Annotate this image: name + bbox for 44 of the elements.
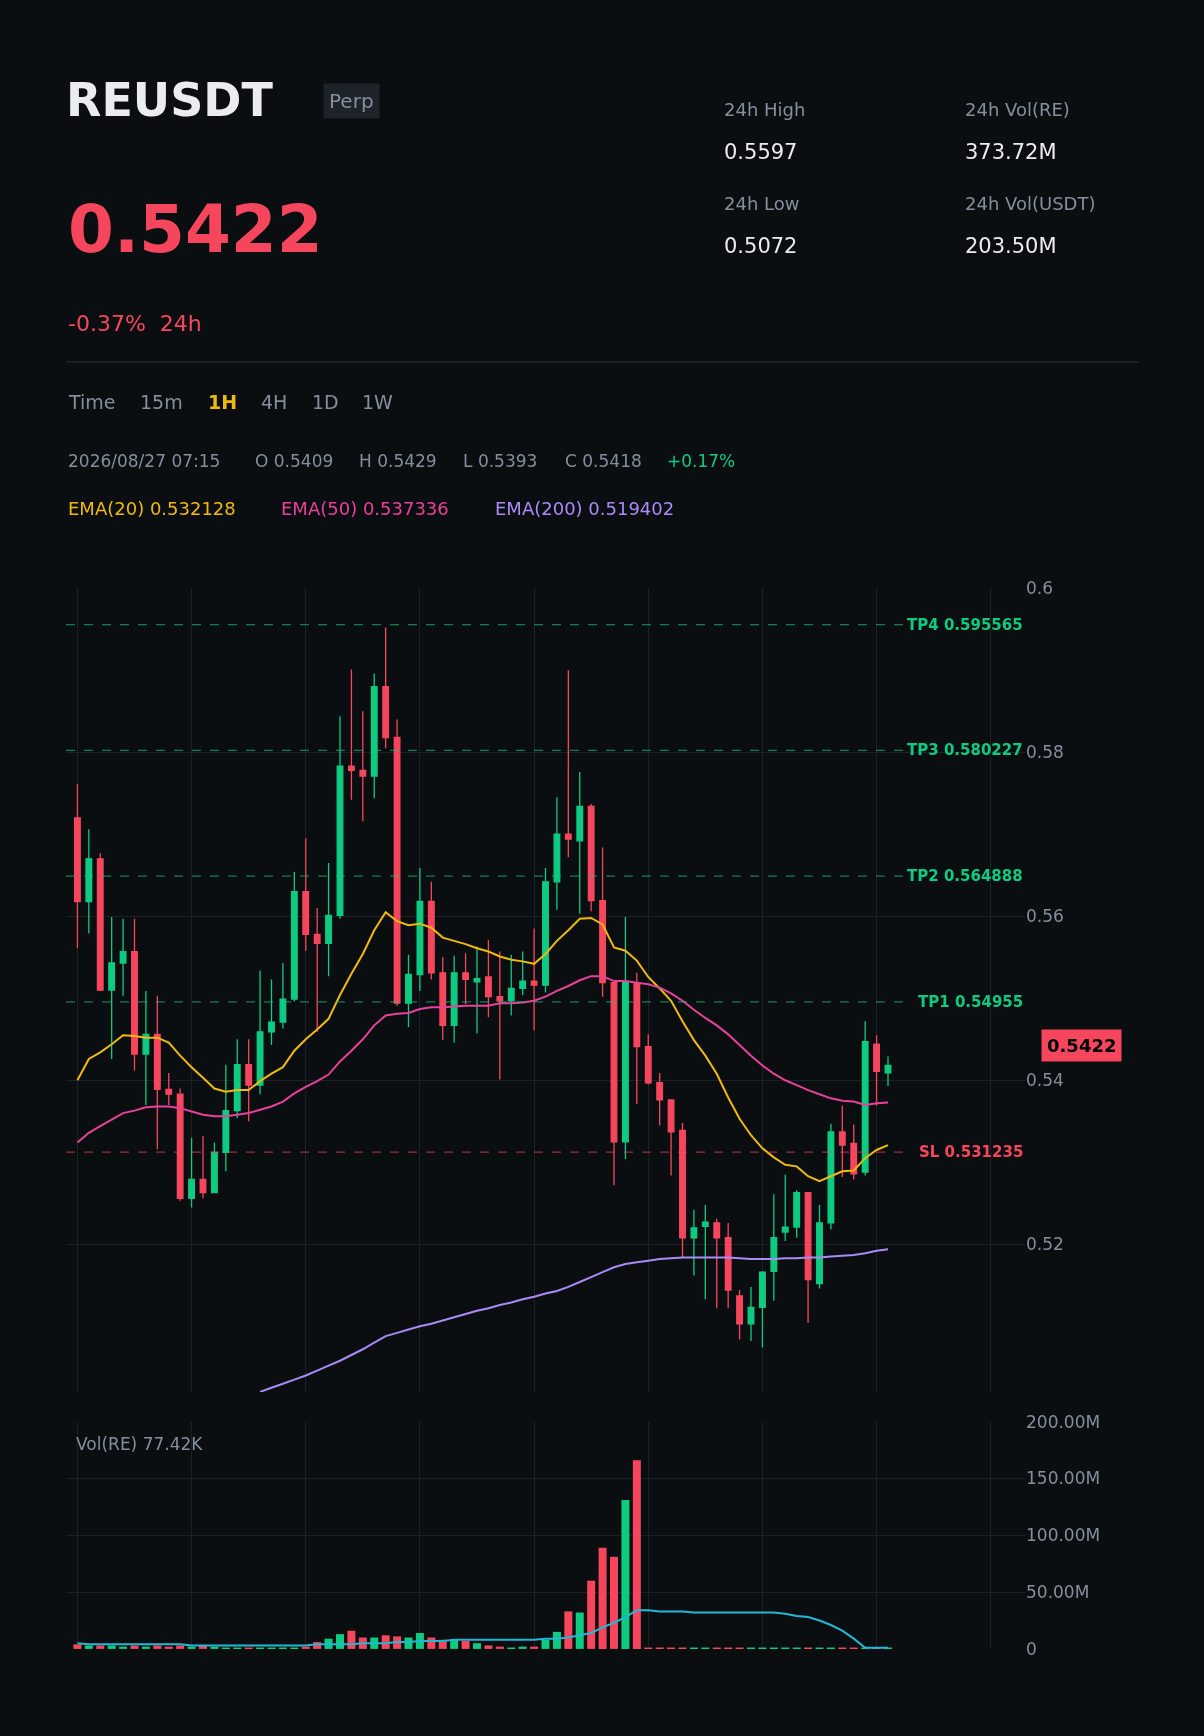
y-tick-label: 0.6 (1026, 578, 1054, 599)
text: EMA(20) 0.532128 (68, 498, 236, 519)
text: 203.50M (965, 234, 1057, 258)
y-tick-label: 100.00M (1026, 1525, 1101, 1546)
y-tick-label: 0.52 (1026, 1234, 1064, 1255)
text: Time (68, 391, 116, 413)
text: 4H (261, 391, 288, 413)
text: 373.72M (965, 140, 1057, 164)
text: 2026/08/27 07:15 (68, 451, 221, 471)
text: 1D (312, 391, 339, 413)
text: 24h Vol(RE) (965, 99, 1070, 120)
text: L 0.5393 (463, 451, 538, 471)
y-tick-label: 50.00M (1026, 1582, 1090, 1603)
ref-line-label: SL 0.531235 (919, 1143, 1024, 1161)
text: EMA(50) 0.537336 (281, 498, 449, 519)
text: 0.5597 (724, 140, 798, 164)
text: C 0.5418 (565, 451, 642, 471)
text: +0.17% (667, 451, 736, 471)
ref-line-label: TP2 0.564888 (907, 867, 1023, 885)
text: Perp (329, 89, 374, 113)
ref-line-label: TP1 0.54955 (918, 993, 1024, 1011)
text: 0.5422 (1047, 1035, 1117, 1056)
y-tick-label: 0.56 (1026, 906, 1064, 927)
y-tick-label: 0 (1026, 1638, 1037, 1659)
annotation: Vol(RE) 77.42K (76, 1434, 204, 1454)
text: REUSDT (66, 73, 274, 128)
text: 15m (140, 391, 183, 413)
text: H 0.5429 (359, 451, 437, 471)
ref-line-label: TP3 0.580227 (907, 741, 1023, 759)
text: EMA(200) 0.519402 (495, 498, 675, 519)
text: 24h High (724, 99, 806, 120)
y-tick-label: 0.58 (1026, 742, 1064, 763)
text: 24h Vol(USDT) (965, 193, 1096, 214)
ref-line-label: TP4 0.595565 (907, 616, 1023, 634)
text: 1H (208, 391, 238, 413)
text: 0.5422 (68, 191, 323, 268)
text: O 0.5409 (255, 451, 334, 471)
y-tick-label: 0.54 (1026, 1070, 1064, 1091)
text: 0.5072 (724, 234, 798, 258)
text: -0.37% 24h (68, 311, 202, 336)
y-tick-label: 150.00M (1026, 1468, 1101, 1489)
y-tick-label: 200.00M (1026, 1411, 1101, 1432)
text: 1W (362, 391, 394, 413)
text: 24h Low (724, 193, 800, 214)
